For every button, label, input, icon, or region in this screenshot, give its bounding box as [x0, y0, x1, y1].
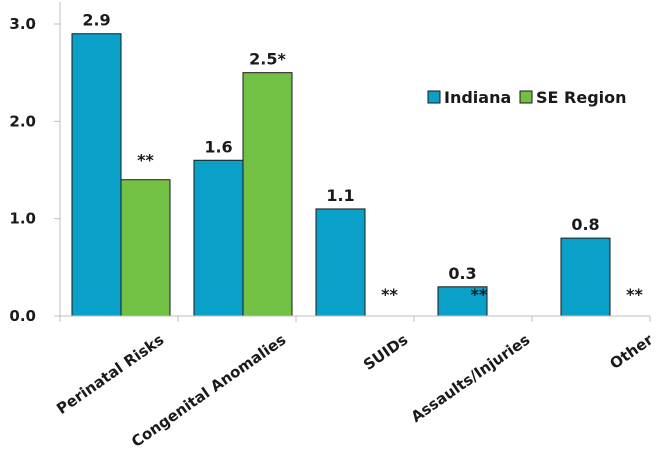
x-tick-label: SUIDs — [360, 330, 411, 373]
x-tick-label: Perinatal Risks — [53, 330, 167, 417]
bar-indiana — [71, 33, 122, 317]
legend-swatch — [427, 90, 441, 104]
data-label: ** — [381, 285, 398, 304]
bar-indiana — [193, 159, 244, 317]
y-tick-label: 1.0 — [9, 210, 36, 228]
bar-indiana — [437, 286, 488, 317]
x-tick-label: Other — [607, 330, 656, 373]
legend-label: Indiana — [444, 88, 511, 107]
data-label: 0.8 — [571, 215, 599, 234]
bar-se-region — [242, 72, 293, 317]
bar-indiana — [315, 208, 366, 317]
data-label: 0.3 — [448, 264, 476, 283]
data-label: ** — [626, 285, 643, 304]
data-label: 2.9 — [82, 11, 110, 30]
data-label: 1.1 — [326, 186, 354, 205]
y-tick-label: 3.0 — [9, 15, 36, 33]
legend-label: SE Region — [536, 88, 627, 107]
bars — [71, 33, 611, 317]
data-label: ** — [137, 151, 154, 170]
legend: Indiana SE Region — [427, 88, 627, 107]
data-labels: 2.9 ** 1.6 2.5* 1.1 ** 0.3 ** 0.8 ** — [82, 11, 643, 304]
x-tick-label: Assaults/Injuries — [408, 330, 534, 425]
bar-indiana — [560, 237, 611, 317]
y-tick-label: 0.0 — [9, 307, 36, 325]
y-axis: 0.0 1.0 2.0 3.0 — [9, 2, 61, 325]
data-label: 2.5* — [249, 50, 286, 69]
data-label: 1.6 — [204, 137, 232, 156]
legend-swatch — [519, 90, 533, 104]
data-label: ** — [471, 285, 488, 304]
y-tick-label: 2.0 — [9, 112, 36, 130]
bar-se-region — [120, 179, 171, 317]
